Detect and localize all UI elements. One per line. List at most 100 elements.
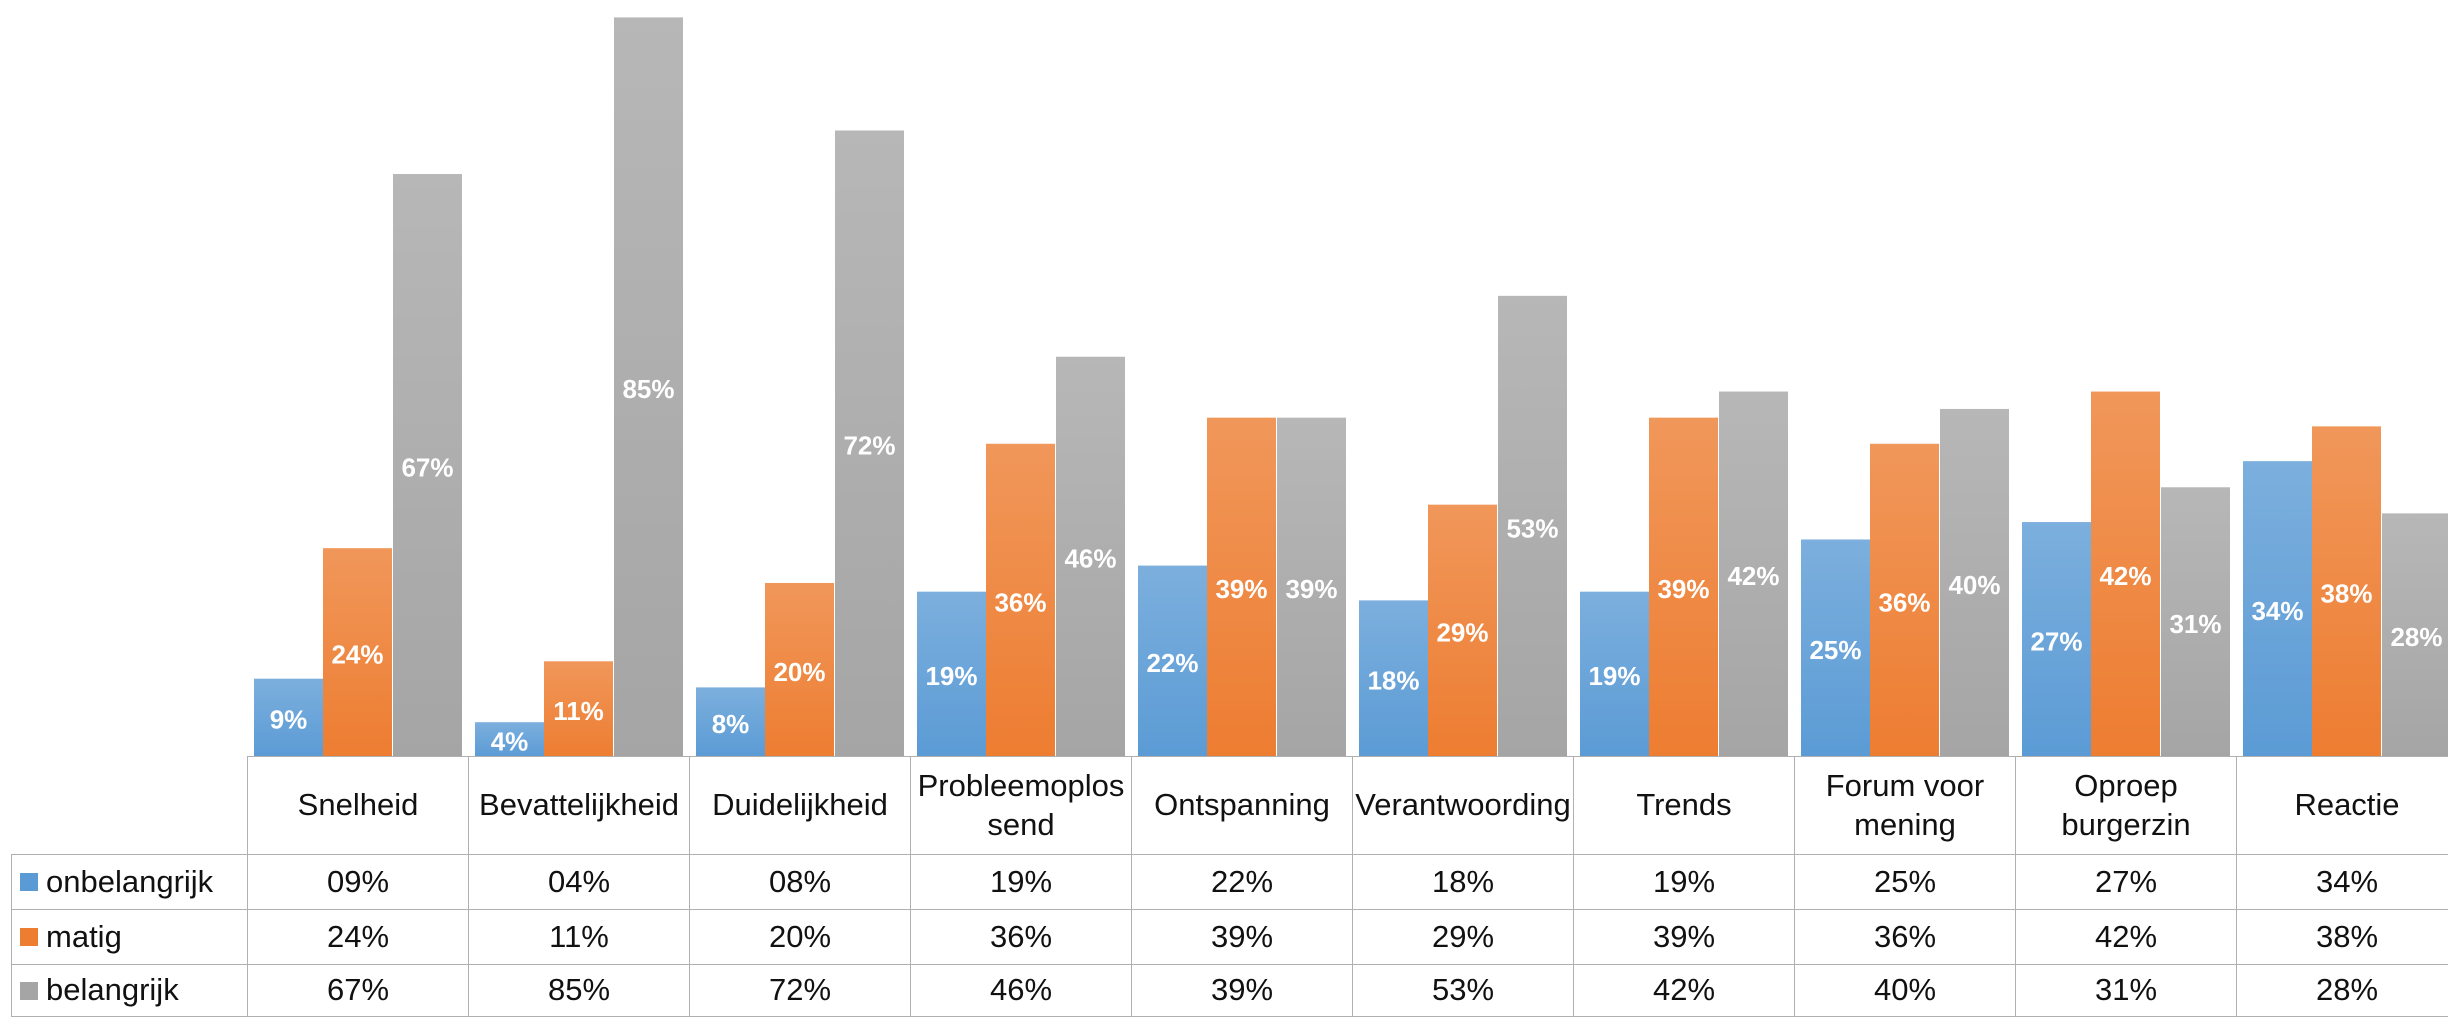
- cell-text: 36%: [989, 918, 1053, 954]
- bar: [393, 174, 462, 757]
- data-label: 28%: [2390, 622, 2442, 652]
- value-cell: 29%: [1352, 909, 1574, 965]
- value-cell: 39%: [1131, 964, 1353, 1017]
- category-cell: Probleemoplossend: [910, 756, 1132, 855]
- cell-text: 42%: [1652, 972, 1716, 1008]
- bar: [475, 722, 544, 757]
- cell-text: Bevattelijkheid: [479, 787, 679, 823]
- cell-text: 85%: [547, 972, 611, 1008]
- data-label: 20%: [773, 657, 825, 687]
- cell-text: 28%: [2315, 972, 2379, 1008]
- cell-text: 46%: [989, 972, 1053, 1008]
- cell-text: 22%: [1210, 863, 1274, 899]
- value-cell: 28%: [2236, 964, 2448, 1017]
- value-cell: 31%: [2015, 964, 2237, 1017]
- data-label: 9%: [270, 705, 308, 735]
- value-cell: 04%: [468, 854, 690, 910]
- legend-key: [20, 873, 38, 891]
- bar: [614, 17, 683, 758]
- value-cell: 25%: [1794, 854, 2016, 910]
- data-label: 19%: [1588, 661, 1640, 691]
- legend-cell: matig: [11, 909, 248, 965]
- bar: [1498, 295, 1567, 757]
- bar: [2312, 426, 2381, 757]
- data-label: 18%: [1367, 666, 1419, 696]
- cell-text: 38%: [2315, 918, 2379, 954]
- data-label: 38%: [2320, 579, 2372, 609]
- cell-text: 27%: [2094, 863, 2158, 899]
- category-cell: Forum voor mening: [1794, 756, 2016, 855]
- bar: [2022, 522, 2091, 757]
- data-label: 8%: [712, 709, 750, 739]
- bar: [1359, 600, 1428, 757]
- data-label: 85%: [622, 374, 674, 404]
- bar: [765, 582, 834, 757]
- bar: [2161, 487, 2230, 757]
- bar: [917, 591, 986, 757]
- legend-key: [20, 981, 38, 1000]
- cell-text: Probleemoplossend: [917, 767, 1125, 842]
- cell-text: 36%: [1873, 918, 1937, 954]
- data-label: 4%: [491, 726, 529, 756]
- value-cell: 22%: [1131, 854, 1353, 910]
- bar: [1649, 417, 1718, 757]
- data-label: 40%: [1948, 570, 2000, 600]
- bar: [1940, 408, 2009, 757]
- bar: [2243, 461, 2312, 757]
- bar: [2382, 513, 2448, 757]
- category-cell: Reactie: [2236, 756, 2448, 855]
- value-cell: 36%: [1794, 909, 2016, 965]
- data-label: 39%: [1285, 574, 1337, 604]
- category-cell: Duidelijkheid: [689, 756, 911, 855]
- bar: [1428, 504, 1497, 757]
- cell-text: 53%: [1431, 972, 1495, 1008]
- bar: [254, 678, 323, 757]
- cell-text: Oproep burgerzin: [2061, 767, 2191, 842]
- bar: [696, 687, 765, 757]
- cell-text: Verantwoording: [1355, 787, 1571, 823]
- legend-label: onbelangrijk: [46, 863, 214, 899]
- cell-text: Duidelijkheid: [712, 787, 888, 823]
- category-cell: Ontspanning: [1131, 756, 1353, 855]
- bar: [1207, 417, 1276, 757]
- data-label: 22%: [1146, 648, 1198, 678]
- cell-text: 09%: [326, 863, 390, 899]
- data-label: 39%: [1215, 574, 1267, 604]
- value-cell: 42%: [2015, 909, 2237, 965]
- category-cell: Oproep burgerzin: [2015, 756, 2237, 855]
- value-cell: 40%: [1794, 964, 2016, 1017]
- data-label: 36%: [1878, 587, 1930, 617]
- value-cell: 38%: [2236, 909, 2448, 965]
- cell-text: 24%: [326, 918, 390, 954]
- cell-text: 31%: [2094, 972, 2158, 1008]
- legend-cell: onbelangrijk: [11, 854, 248, 910]
- data-label: 34%: [2251, 596, 2303, 626]
- cell-text: 19%: [989, 863, 1053, 899]
- category-cell: Snelheid: [247, 756, 469, 855]
- value-cell: 39%: [1573, 909, 1795, 965]
- cell-text: 39%: [1210, 972, 1274, 1008]
- value-cell: 34%: [2236, 854, 2448, 910]
- cell-text: 19%: [1652, 863, 1716, 899]
- value-cell: 11%: [468, 909, 690, 965]
- legend-label: matig: [46, 918, 122, 954]
- bar: [1870, 443, 1939, 757]
- data-label: 31%: [2169, 609, 2221, 639]
- cell-text: 04%: [547, 863, 611, 899]
- data-label: 24%: [331, 639, 383, 669]
- category-cell: Bevattelijkheid: [468, 756, 690, 855]
- value-cell: 20%: [689, 909, 911, 965]
- value-cell: 42%: [1573, 964, 1795, 1017]
- bar: [1580, 591, 1649, 757]
- bar: [544, 661, 613, 757]
- data-label: 19%: [925, 661, 977, 691]
- data-label: 72%: [843, 431, 895, 461]
- data-label: 67%: [401, 452, 453, 482]
- legend-cell: belangrijk: [11, 964, 248, 1017]
- cell-text: Snelheid: [297, 787, 419, 823]
- data-label: 53%: [1506, 513, 1558, 543]
- category-cell: Trends: [1573, 756, 1795, 855]
- cell-text: 18%: [1431, 863, 1495, 899]
- value-cell: 72%: [689, 964, 911, 1017]
